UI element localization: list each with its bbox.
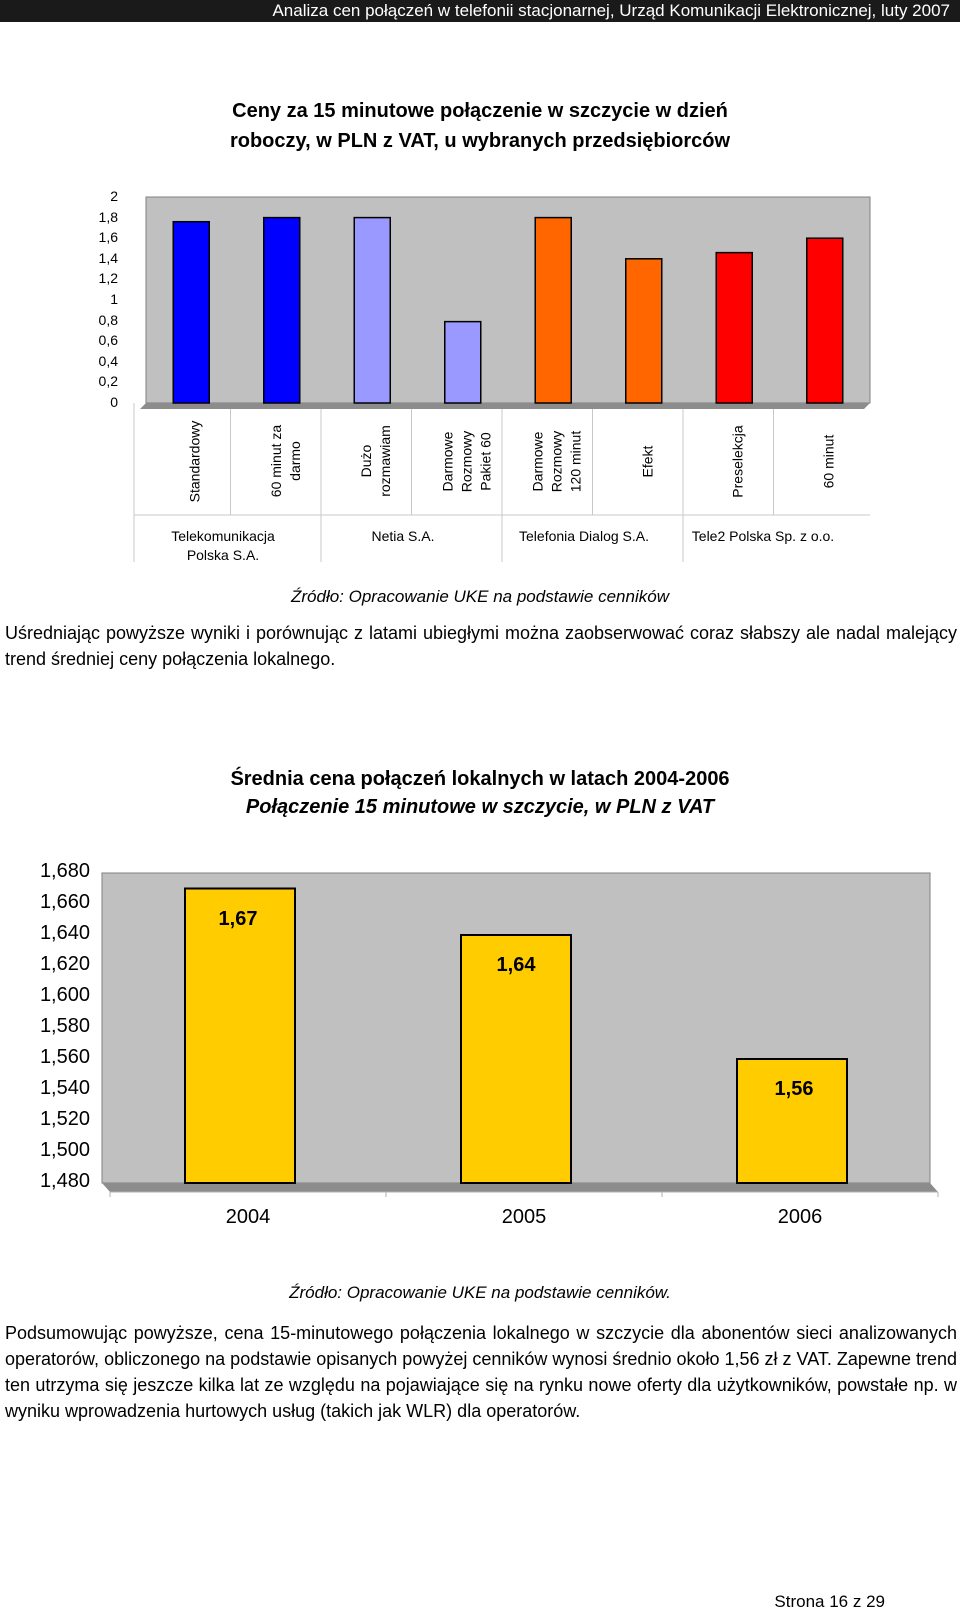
chart1-title-line1: Ceny za 15 minutowe połączenie w szczyci… — [232, 100, 728, 122]
chart2-y-tick: 1,640 — [39, 922, 90, 944]
chart2-x-tick: 2005 — [501, 1206, 547, 1228]
chart2-floor — [102, 1183, 938, 1192]
chart1-group-line: Polska S.A. — [186, 547, 260, 563]
chart1-group-label: Telekomunikacja Polska S.A. — [133, 527, 313, 565]
chart2-y-tick: 1,600 — [39, 984, 90, 1006]
chart2-y-tick: 1,580 — [39, 1015, 90, 1037]
chart2-bar — [184, 887, 296, 1184]
chart2-x-tick: 2004 — [225, 1206, 271, 1228]
chart2-data-label: 1,56 — [774, 1078, 814, 1100]
chart2-x-tick: 2006 — [777, 1206, 823, 1228]
chart1-bar — [444, 320, 482, 404]
chart2-data-label: 1,64 — [496, 954, 536, 976]
chart1-y-tick: 0 — [110, 394, 118, 410]
chart1-title: Ceny za 15 minutowe połączenie w szczyci… — [0, 96, 960, 156]
chart1-group-line: Netia S.A. — [371, 528, 435, 544]
chart2-y-tick: 1,660 — [39, 891, 90, 913]
chart1-bar — [534, 216, 572, 404]
chart1-y-tick: 0,2 — [98, 373, 118, 390]
chart1-floor — [140, 403, 870, 409]
chart1-group-line: Telekomunikacja — [171, 528, 275, 544]
chart1-group-label: Telefonia Dialog S.A. — [494, 527, 674, 546]
chart1-bar — [263, 216, 301, 404]
chart1-bar — [172, 220, 210, 404]
chart1-plot — [133, 196, 871, 562]
chart2-subtitle: Połączenie 15 minutowe w szczycie, w PLN… — [245, 796, 715, 818]
chart1-group-label: Netia S.A. — [313, 527, 493, 546]
chart2-y-tick: 1,480 — [39, 1170, 90, 1192]
chart2-y-tick: 1,540 — [39, 1077, 90, 1099]
paragraph-2: Podsumowując powyższe, cena 15-minutoweg… — [5, 1323, 957, 1421]
header-text: Analiza cen połączeń w telefonii stacjon… — [272, 1, 950, 20]
chart1-y-tick: 2 — [110, 188, 118, 204]
chart2-y-tick: 1,620 — [39, 953, 90, 975]
chart1-y-tick: 0,8 — [98, 311, 118, 328]
page-number: Strona 16 z 29 — [774, 1592, 885, 1611]
chart2-bar — [460, 934, 572, 1184]
chart1-y-tick: 0,6 — [98, 332, 118, 349]
chart2-title: Średnia cena połączeń lokalnych w latach… — [230, 768, 730, 790]
chart2-source: Źródło: Opracowanie UKE na podstawie cen… — [289, 1283, 671, 1302]
chart1-y-tick: 1 — [110, 291, 118, 307]
paragraph-1: Uśredniając powyższe wyniki i porównując… — [5, 623, 957, 669]
chart1-bar — [625, 258, 663, 404]
chart1-y-tick: 1,8 — [98, 208, 118, 225]
chart1-y-tick: 0,4 — [98, 352, 118, 369]
chart2-y-tick: 1,560 — [39, 1046, 90, 1068]
chart1-y-tick: 1,4 — [98, 249, 118, 266]
chart2-plot — [101, 872, 939, 1197]
chart1-source: Źródło: Opracowanie UKE na podstawie cen… — [291, 587, 669, 606]
chart1-bar — [806, 237, 844, 404]
chart1-group-line: Telefonia Dialog S.A. — [519, 528, 649, 544]
chart2-y-tick: 1,520 — [39, 1108, 90, 1130]
chart1-bar — [353, 216, 391, 404]
chart1-y-tick: 1,2 — [98, 270, 118, 287]
chart1-bar — [715, 251, 753, 404]
chart2-y-tick: 1,680 — [39, 860, 90, 882]
chart1-group-line: Tele2 Polska Sp. z o.o. — [691, 528, 835, 544]
chart1-y-tick: 1,6 — [98, 229, 118, 246]
chart1-group-label: Tele2 Polska Sp. z o.o. — [673, 527, 853, 546]
document-header: Analiza cen połączeń w telefonii stacjon… — [0, 0, 960, 22]
chart1-title-line2: roboczy, w PLN z VAT, u wybranych przeds… — [229, 130, 731, 152]
chart2-y-tick: 1,500 — [39, 1139, 90, 1161]
chart2-bar — [736, 1058, 848, 1184]
chart2-data-label: 1,67 — [218, 907, 258, 930]
